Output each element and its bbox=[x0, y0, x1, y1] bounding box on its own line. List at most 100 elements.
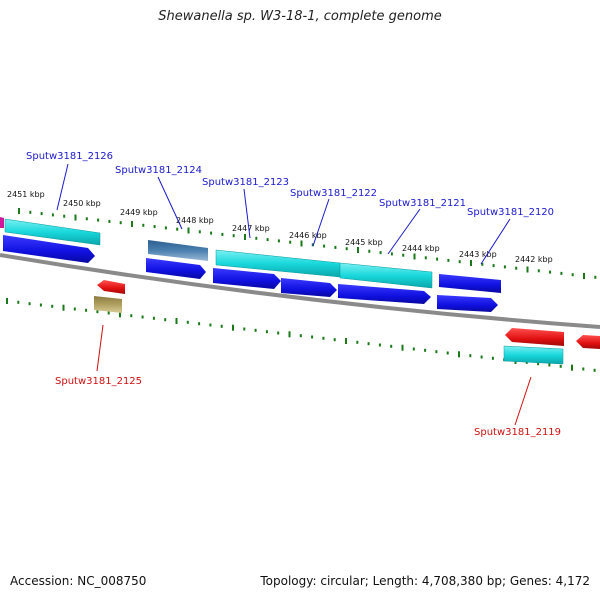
kbp-label: 2449 kbp bbox=[120, 208, 158, 217]
leader-line bbox=[157, 176, 183, 230]
minor-tick bbox=[299, 334, 302, 338]
kbp-label: 2450 kbp bbox=[63, 199, 101, 208]
minor-tick bbox=[424, 348, 427, 352]
cds-arrow-reverse[interactable] bbox=[576, 335, 600, 349]
gene-label-2125[interactable]: Sputw3181_2125 bbox=[55, 376, 142, 387]
minor-tick bbox=[594, 275, 597, 279]
minor-tick bbox=[221, 232, 224, 236]
minor-tick bbox=[390, 252, 393, 256]
minor-tick bbox=[412, 347, 415, 351]
minor-tick bbox=[277, 331, 280, 335]
accession-text: Accession: NC_008750 bbox=[10, 574, 147, 588]
gene-label-2121[interactable]: Sputw3181_2121 bbox=[379, 198, 466, 209]
minor-tick bbox=[593, 368, 596, 372]
gene-label-2126[interactable]: Sputw3181_2126 bbox=[26, 151, 113, 162]
major-tick bbox=[6, 298, 8, 304]
minor-tick bbox=[51, 304, 54, 308]
minor-tick bbox=[367, 342, 370, 346]
major-tick bbox=[175, 318, 178, 324]
minor-tick bbox=[63, 214, 66, 218]
minor-tick bbox=[469, 354, 472, 358]
kbp-label: 2451 kbp bbox=[7, 190, 45, 199]
forward-gene-labels: Sputw3181_2126 Sputw3181_2124 Sputw3181_… bbox=[26, 151, 554, 218]
minor-tick bbox=[28, 302, 31, 306]
minor-tick bbox=[368, 249, 371, 253]
minor-tick bbox=[491, 356, 494, 360]
cds-arrow-forward[interactable] bbox=[146, 258, 206, 279]
cds-arrow-reverse[interactable] bbox=[97, 280, 125, 294]
kbp-label: 2448 kbp bbox=[176, 216, 214, 225]
kbp-label: 2447 kbp bbox=[232, 224, 270, 233]
gene-feature-2125[interactable] bbox=[94, 296, 122, 313]
major-tick bbox=[401, 344, 404, 351]
minor-tick bbox=[492, 264, 495, 268]
minor-tick bbox=[289, 240, 292, 244]
minor-tick bbox=[142, 223, 145, 227]
minor-tick bbox=[255, 236, 258, 240]
major-tick bbox=[470, 260, 472, 266]
minor-tick bbox=[458, 260, 461, 264]
cds-arrow-forward[interactable] bbox=[437, 295, 498, 312]
major-tick bbox=[357, 247, 359, 253]
gene-label-2119[interactable]: Sputw3181_2119 bbox=[474, 427, 561, 438]
minor-tick bbox=[311, 335, 314, 339]
cds-arrow-reverse[interactable] bbox=[505, 328, 564, 346]
minor-tick bbox=[447, 258, 450, 262]
major-tick bbox=[119, 311, 121, 318]
cds-arrow-forward[interactable] bbox=[338, 284, 431, 304]
gene-label-2124[interactable]: Sputw3181_2124 bbox=[115, 165, 202, 176]
minor-tick bbox=[311, 243, 314, 247]
gene-feature-2122[interactable] bbox=[339, 262, 433, 289]
minor-tick bbox=[265, 330, 268, 334]
kbp-label: 2446 kbp bbox=[289, 231, 327, 240]
gene-feature-edge[interactable] bbox=[0, 217, 4, 228]
gene-feature-2120[interactable] bbox=[439, 274, 501, 293]
minor-tick bbox=[266, 238, 269, 242]
minor-tick bbox=[176, 227, 179, 231]
minor-tick bbox=[503, 265, 506, 269]
major-tick bbox=[232, 324, 234, 331]
reverse-gene-labels: Sputw3181_2125 Sputw3181_2119 bbox=[55, 376, 561, 438]
major-tick bbox=[244, 234, 246, 240]
scale-ticks-forward bbox=[18, 208, 597, 279]
minor-tick bbox=[119, 221, 122, 225]
major-tick bbox=[571, 364, 573, 371]
minor-tick bbox=[402, 253, 405, 257]
cds-arrow-forward[interactable] bbox=[213, 268, 281, 289]
gene-label-2123[interactable]: Sputw3181_2123 bbox=[202, 177, 289, 188]
gene-feature-2119[interactable] bbox=[503, 345, 564, 365]
gene-label-2120[interactable]: Sputw3181_2120 bbox=[467, 207, 554, 218]
gene-label-2122[interactable]: Sputw3181_2122 bbox=[290, 188, 377, 199]
cds-arrow-forward[interactable] bbox=[281, 278, 337, 297]
major-tick bbox=[300, 240, 303, 247]
minor-tick bbox=[435, 350, 438, 354]
genome-summary-text: Topology: circular; Length: 4,708,380 bp… bbox=[260, 574, 590, 588]
major-tick bbox=[345, 338, 347, 344]
gene-feature-2124[interactable] bbox=[148, 240, 208, 261]
minor-tick bbox=[436, 257, 439, 261]
major-tick bbox=[131, 221, 133, 227]
gene-feature-2126[interactable] bbox=[4, 218, 101, 246]
minor-tick bbox=[186, 320, 189, 324]
minor-tick bbox=[559, 364, 562, 368]
kbp-label: 2445 kbp bbox=[345, 238, 383, 247]
cds-arrow-forward[interactable] bbox=[3, 235, 95, 263]
minor-tick bbox=[96, 310, 99, 314]
minor-tick bbox=[220, 324, 223, 328]
minor-tick bbox=[17, 300, 20, 304]
minor-tick bbox=[39, 303, 42, 307]
minor-tick bbox=[333, 338, 336, 342]
minor-tick bbox=[390, 344, 393, 348]
scale-labels: 2451 kbp 2450 kbp 2449 kbp 2448 kbp 2447… bbox=[7, 190, 553, 264]
leader-line bbox=[387, 208, 421, 255]
leader-line bbox=[56, 163, 69, 211]
major-tick bbox=[458, 351, 460, 358]
leader-line bbox=[480, 218, 511, 265]
major-tick bbox=[583, 273, 585, 279]
minor-tick bbox=[232, 234, 235, 238]
minor-tick bbox=[548, 363, 551, 367]
minor-tick bbox=[446, 351, 449, 355]
minor-tick bbox=[152, 316, 155, 320]
minor-tick bbox=[537, 362, 540, 366]
